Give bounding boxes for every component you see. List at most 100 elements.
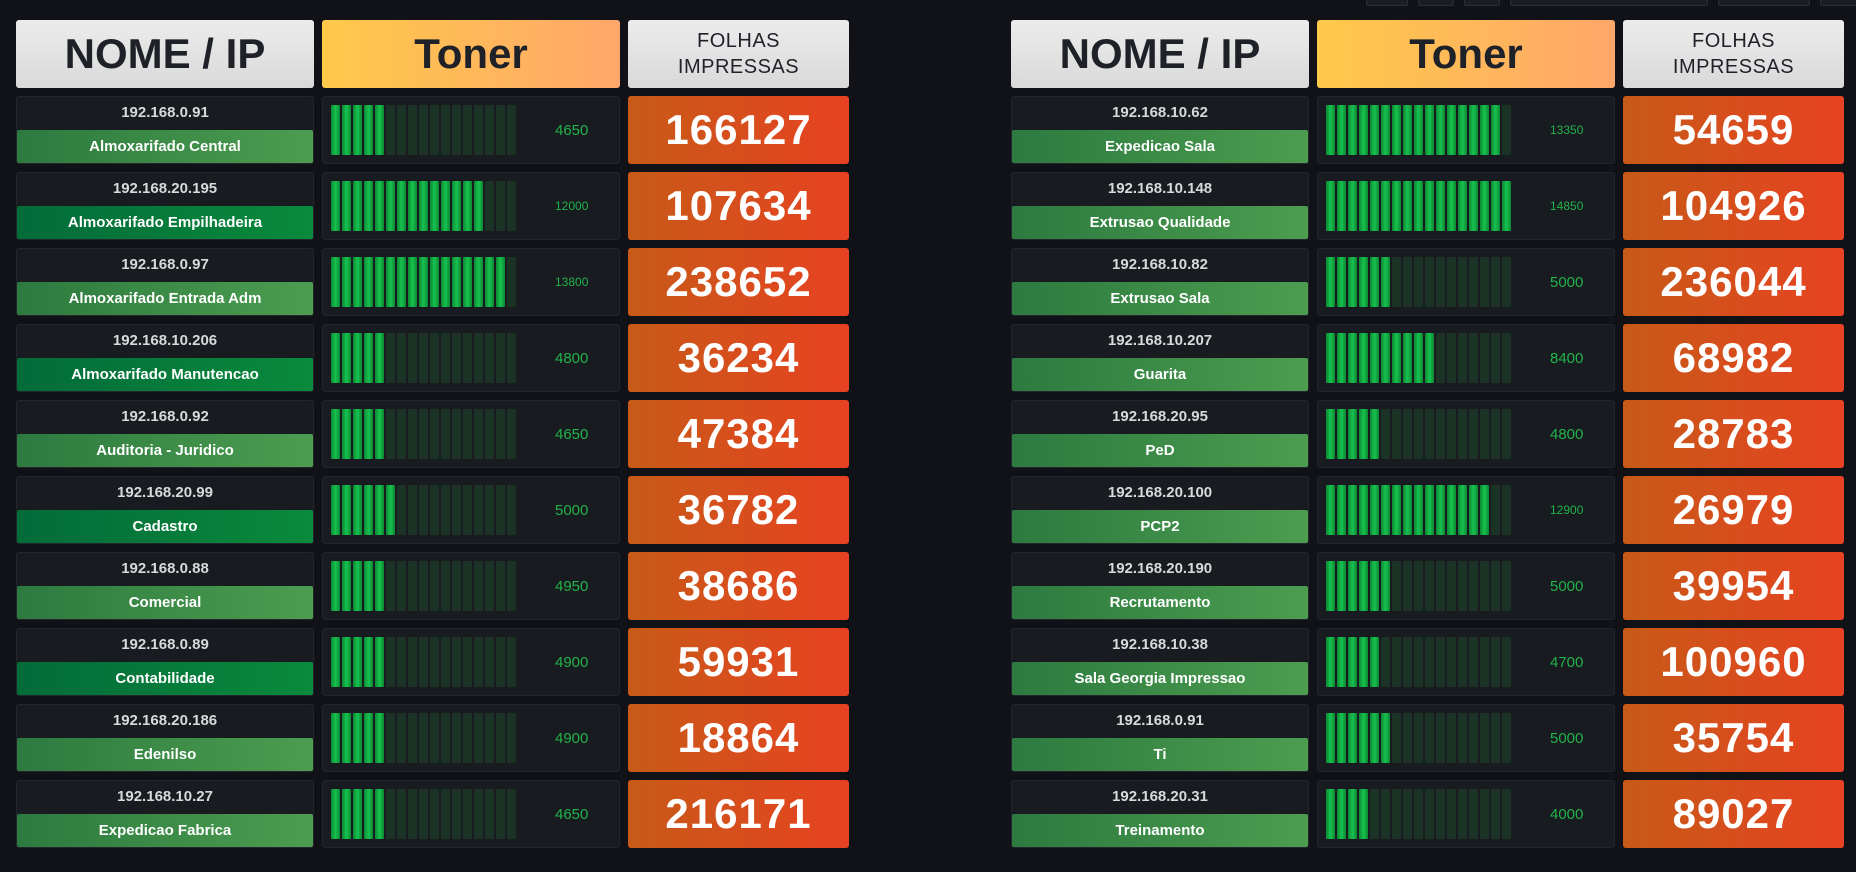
toner-bar-segments — [1326, 561, 1511, 611]
toolbar-control[interactable] — [1718, 0, 1810, 6]
printer-ip: 192.168.20.95 — [1112, 408, 1208, 425]
toner-segment — [1414, 333, 1423, 383]
header-name-ip: NOME / IP — [16, 20, 314, 88]
toner-segment — [452, 485, 461, 535]
toner-segment — [485, 105, 494, 155]
toner-segment — [496, 257, 505, 307]
printer-name: Almoxarifado Manutencao — [17, 358, 313, 391]
toner-segment — [331, 105, 340, 155]
printer-name: Cadastro — [17, 510, 313, 543]
toner-value: 4650 — [555, 425, 589, 443]
toner-segment — [507, 485, 516, 535]
printer-row: 192.168.20.31 Treinamento 4000 89027 — [1011, 780, 1844, 848]
toner-value: 4700 — [1550, 653, 1584, 671]
toner-segment — [1403, 637, 1412, 687]
toner-segment — [331, 333, 340, 383]
toner-segment — [1392, 257, 1401, 307]
toner-segment — [452, 181, 461, 231]
printer-name: Comercial — [17, 586, 313, 619]
toner-gauge: 5000 — [1317, 552, 1615, 620]
toner-gauge: 4900 — [322, 628, 620, 696]
toner-segment — [452, 257, 461, 307]
toolbar-control[interactable] — [1418, 0, 1454, 6]
toner-gauge: 14850 — [1317, 172, 1615, 240]
printer-ip: 192.168.0.88 — [121, 560, 209, 577]
toner-segment — [1403, 409, 1412, 459]
toolbar-control[interactable] — [1464, 0, 1500, 6]
toner-segment — [408, 637, 417, 687]
toner-segment — [1436, 561, 1445, 611]
printer-name-cell: 192.168.20.95 PeD — [1011, 400, 1309, 468]
toner-segment — [1447, 181, 1456, 231]
printer-ip: 192.168.10.62 — [1112, 104, 1208, 121]
toner-segment — [386, 713, 395, 763]
toner-segment — [1414, 257, 1423, 307]
printer-ip: 192.168.10.148 — [1107, 180, 1213, 197]
toner-segment — [1491, 181, 1500, 231]
toner-segment — [364, 181, 373, 231]
toner-segment — [1469, 257, 1478, 307]
toner-gauge: 5000 — [1317, 704, 1615, 772]
printer-name-cell: 192.168.20.195 Almoxarifado Empilhadeira — [16, 172, 314, 240]
toolbar-control[interactable] — [1510, 0, 1708, 6]
printer-name: Almoxarifado Empilhadeira — [17, 206, 313, 239]
printer-name-cell: 192.168.0.91 Ti — [1011, 704, 1309, 772]
toner-segment — [1447, 637, 1456, 687]
toner-segment — [1370, 789, 1379, 839]
toner-value: 5000 — [1550, 577, 1584, 595]
printed-pages-count: 166127 — [628, 96, 849, 164]
toner-segment — [1425, 561, 1434, 611]
toner-segment — [507, 333, 516, 383]
toner-segment — [1458, 637, 1467, 687]
printer-name: Extrusao Sala — [1012, 282, 1308, 315]
toner-segment — [1370, 485, 1379, 535]
printer-name-cell: 192.168.10.62 Expedicao Sala — [1011, 96, 1309, 164]
toner-segment — [397, 105, 406, 155]
toner-gauge: 4800 — [1317, 400, 1615, 468]
printer-row: 192.168.10.206 Almoxarifado Manutencao 4… — [16, 324, 849, 392]
printer-ip: 192.168.0.97 — [121, 256, 209, 273]
printed-pages-count: 216171 — [628, 780, 849, 848]
printer-name: Edenilso — [17, 738, 313, 771]
toner-segment — [1381, 409, 1390, 459]
toner-segment — [397, 637, 406, 687]
toner-segment — [485, 257, 494, 307]
toner-segment — [474, 257, 483, 307]
toner-segment — [331, 713, 340, 763]
toner-segment — [1348, 181, 1357, 231]
toner-segment — [397, 257, 406, 307]
toner-segment — [1480, 789, 1489, 839]
top-controls — [1366, 0, 1856, 6]
printer-name: Extrusao Qualidade — [1012, 206, 1308, 239]
toolbar-control[interactable] — [1366, 0, 1408, 6]
toner-segment — [375, 637, 384, 687]
toner-segment — [386, 105, 395, 155]
toner-segment — [419, 181, 428, 231]
toner-gauge: 13350 — [1317, 96, 1615, 164]
toner-segment — [353, 409, 362, 459]
toner-segment — [1447, 485, 1456, 535]
toner-segment — [1381, 713, 1390, 763]
toner-segment — [331, 257, 340, 307]
printer-row: 192.168.10.27 Expedicao Fabrica 4650 216… — [16, 780, 849, 848]
toner-segment — [1502, 409, 1511, 459]
toner-segment — [419, 713, 428, 763]
toolbar-control[interactable] — [1820, 0, 1856, 6]
toner-segment — [375, 789, 384, 839]
toner-segment — [1502, 713, 1511, 763]
toner-bar-segments — [331, 789, 516, 839]
toner-segment — [463, 257, 472, 307]
toner-segment — [463, 789, 472, 839]
printer-ip: 192.168.20.99 — [117, 484, 213, 501]
toner-gauge: 4800 — [322, 324, 620, 392]
printer-ip: 192.168.0.92 — [121, 408, 209, 425]
toner-segment — [386, 181, 395, 231]
toner-segment — [452, 333, 461, 383]
toner-segment — [1337, 637, 1346, 687]
toner-segment — [463, 713, 472, 763]
toner-segment — [496, 181, 505, 231]
toner-segment — [1370, 637, 1379, 687]
toner-segment — [1502, 333, 1511, 383]
toner-segment — [1403, 485, 1412, 535]
toner-segment — [1425, 637, 1434, 687]
